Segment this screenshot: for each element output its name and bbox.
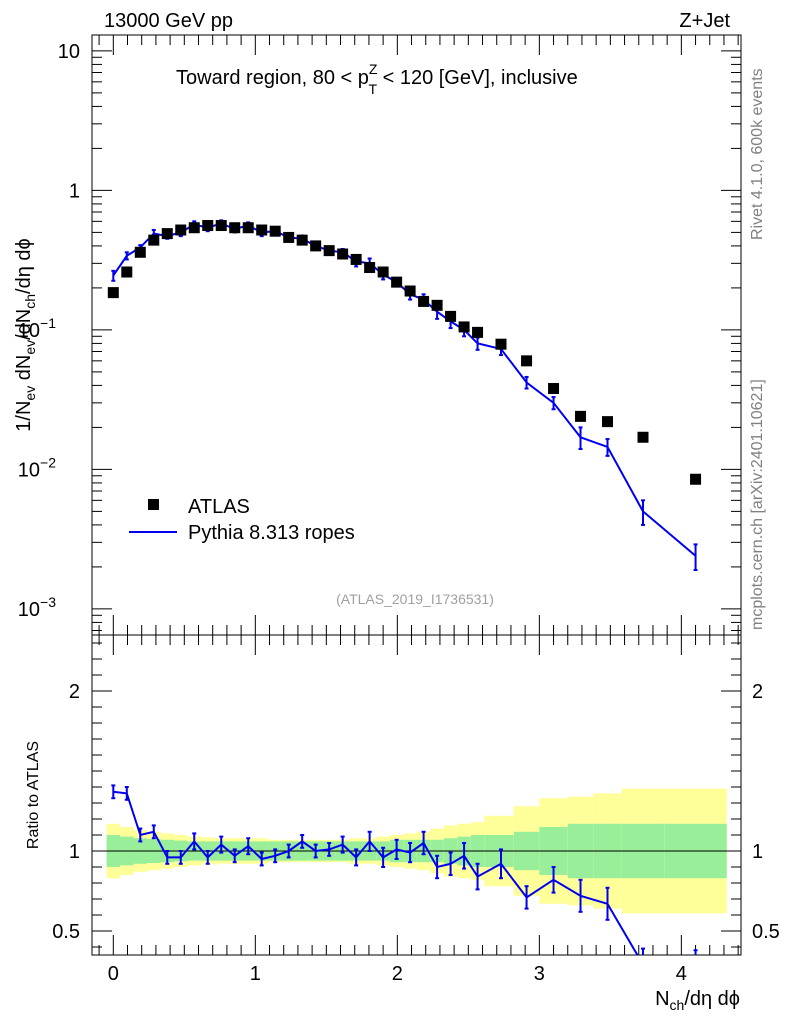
- x-tick-label: 3: [534, 963, 545, 985]
- data-point: [458, 321, 470, 333]
- data-point: [175, 224, 187, 236]
- data-point: [188, 222, 200, 234]
- data-point: [134, 246, 146, 258]
- data-point: [418, 295, 430, 307]
- data-point: [431, 299, 443, 311]
- data-point: [121, 266, 133, 278]
- data-point: [256, 224, 268, 236]
- data-point: [495, 338, 507, 350]
- data-point: [310, 240, 322, 252]
- data-point: [337, 248, 349, 260]
- ratio-y-tick-label-right: 0.5: [752, 921, 780, 943]
- x-axis-label: Nch/dη dϕ: [655, 988, 740, 1013]
- mcplots-info: mcplots.cern.ch [arXiv:2401.10621]: [749, 379, 766, 630]
- data-point: [269, 225, 281, 237]
- rivet-info: Rivet 4.1.0, 600k events: [749, 68, 766, 240]
- x-tick-label: 2: [392, 963, 403, 985]
- main-y-tick-exponent: −2: [40, 454, 56, 470]
- plot-title: Toward region, 80 < pZ T < 120 [GeV], inc…: [176, 61, 578, 97]
- ratio-y-tick-label: 1: [69, 841, 80, 863]
- main-y-tick-exponent: −3: [40, 594, 56, 610]
- main-y-tick-exponent: −1: [40, 315, 56, 331]
- ratio-mc-series: [111, 784, 698, 955]
- data-point: [323, 245, 335, 257]
- main-data-series: [107, 220, 702, 485]
- data-point: [404, 285, 416, 297]
- main-plot-frame: [91, 34, 742, 636]
- ratio-plot-frame: [91, 634, 742, 956]
- data-point: [364, 262, 376, 274]
- legend-mc-label: Pythia 8.313 ropes: [188, 522, 355, 544]
- legend-data-marker: [148, 499, 159, 510]
- ratio-y-tick-label-right: 2: [752, 681, 763, 703]
- data-point: [215, 220, 227, 232]
- data-point: [391, 276, 403, 288]
- data-point: [602, 416, 614, 428]
- main-y-tick-label: 10−3: [18, 594, 56, 621]
- data-point: [690, 473, 702, 485]
- data-point: [229, 222, 241, 234]
- data-point: [296, 234, 308, 246]
- ratio-mc-clipped: [111, 784, 698, 955]
- main-y-axis-label: 1/Nev dNev/dNch/dη dϕ: [13, 238, 38, 431]
- data-point: [202, 220, 214, 232]
- analysis-reference: (ATLAS_2019_I1736531): [336, 591, 494, 607]
- header-right: Z+Jet: [679, 10, 730, 32]
- data-point: [242, 222, 254, 234]
- x-tick-label: 1: [250, 963, 261, 985]
- main-y-tick-label: 10−2: [18, 454, 56, 481]
- data-point: [575, 410, 587, 422]
- data-point: [548, 383, 560, 395]
- svg-text:1/Nev dNev/dNch/dη dϕ: 1/Nev dNev/dNch/dη dϕ: [13, 238, 38, 431]
- x-tick-label: 0: [108, 963, 119, 985]
- data-point: [472, 326, 484, 338]
- data-point: [445, 310, 457, 322]
- ratio-y-tick-label-right: 1: [752, 841, 763, 863]
- ratio-axis-ticks: 0.5 0.5 1 1 2 2 0 1 2 3 4: [52, 635, 780, 985]
- ratio-y-axis-label: Ratio to ATLAS: [25, 741, 42, 849]
- main-y-tick-label: 10: [58, 41, 80, 63]
- data-point: [107, 287, 119, 299]
- data-point: [350, 253, 362, 265]
- data-point: [521, 355, 533, 367]
- ratio-y-tick-label: 2: [69, 681, 80, 703]
- legend-data-label: ATLAS: [188, 496, 250, 518]
- data-point: [283, 231, 295, 243]
- data-point: [161, 228, 173, 240]
- data-point: [148, 234, 160, 246]
- main-y-tick-label: 1: [69, 180, 80, 202]
- ratio-y-tick-label: 0.5: [52, 921, 80, 943]
- data-point: [637, 431, 649, 443]
- x-tick-label: 4: [676, 963, 687, 985]
- data-point: [377, 266, 389, 278]
- header-left: 13000 GeV pp: [104, 10, 233, 32]
